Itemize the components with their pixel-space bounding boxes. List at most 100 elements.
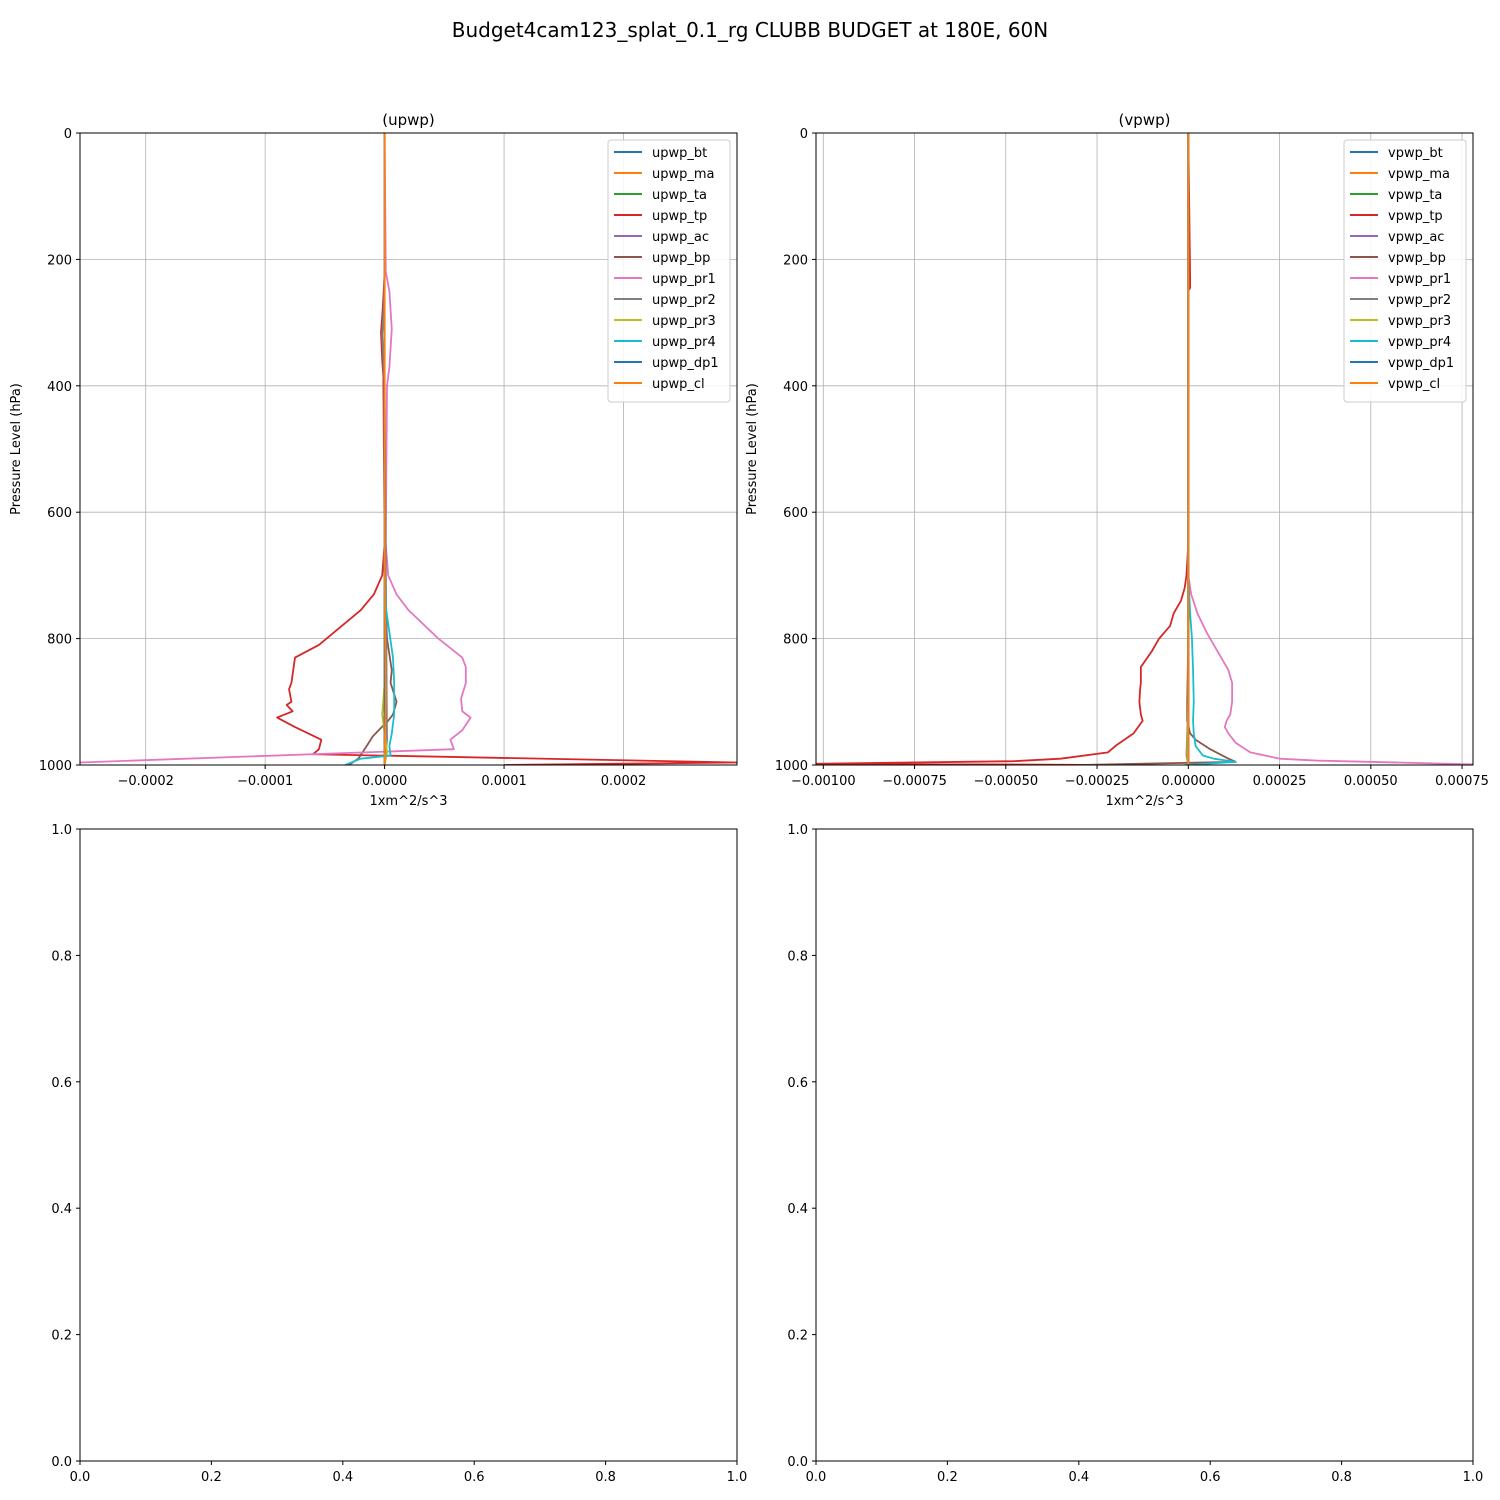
legend-entry-label: upwp_pr2 [652,293,716,308]
x-tick-label: −0.0002 [118,774,174,789]
x-tick-label: 0.0002 [601,774,647,789]
legend-entry-label: upwp_ta [652,188,707,203]
y-tick-label: 1000 [775,759,808,774]
y-tick-label: 800 [47,633,72,648]
legend-entry-label: vpwp_cl [1388,377,1440,392]
x-axis-label: 1xm^2/s^3 [1105,794,1183,809]
subplot-1: −0.0002 −0.0001 0.0000 0.0001 0.0002 0 200 400 6… [9,111,738,809]
figure-suptitle: Budget4cam123_splat_0.1_rg CLUBB BUDGET … [452,18,1048,42]
legend-entry-label: vpwp_pr1 [1388,272,1451,287]
x-tick-label: 0.6 [464,1470,485,1485]
x-tick-label: 0.00050 [1344,774,1398,789]
legend-entry-label: vpwp_ac [1388,230,1444,245]
series-line-vpwp_pr1 [1187,133,1473,765]
x-tick-label: 0.2 [937,1470,958,1485]
legend-entry-label: vpwp_ta [1388,188,1442,203]
y-tick-label: 0.4 [51,1202,72,1217]
y-tick-label: 0.8 [787,949,808,964]
y-axis-label: Pressure Level (hPa) [745,383,760,515]
x-axis-label: 1xm^2/s^3 [369,794,447,809]
x-tick-label: 0.4 [1068,1470,1089,1485]
panel-title: (upwp) [382,111,435,129]
y-tick-label: 0.6 [787,1076,808,1091]
legend-entry-label: vpwp_pr2 [1388,293,1451,308]
subplot-4: 0.0 0.2 0.4 0.6 0.8 1.0 0.0 0.2 0.4 0.6 0.8 1.0 [787,823,1483,1485]
y-tick-label: 0.8 [51,949,72,964]
legend-entry-label: upwp_pr1 [652,272,716,287]
y-tick-label: 0.6 [51,1076,72,1091]
subplot-grid: −0.0002 −0.0001 0.0000 0.0001 0.0002 0 200 400 6… [9,111,1489,1485]
x-tick-label: −0.0001 [237,774,293,789]
x-tick-label: 0.0001 [481,774,527,789]
y-tick-label: 0.4 [787,1202,808,1217]
y-tick-label: 0.2 [787,1329,808,1344]
x-tick-label: 1.0 [1463,1470,1484,1485]
y-tick-label: 0 [800,127,808,142]
legend-entry-label: vpwp_pr3 [1388,314,1451,329]
legend-entry-label: upwp_cl [652,377,705,392]
y-tick-label: 600 [47,506,72,521]
legend-entry-label: upwp_ma [652,167,715,182]
series-group [816,133,1473,765]
y-tick-label: 0.0 [51,1455,72,1470]
x-tick-label: 0.00025 [1253,774,1307,789]
x-tick-label: 0.4 [332,1470,353,1485]
y-tick-label: 0.2 [51,1329,72,1344]
series-line-upwp_tp [276,133,737,765]
series-group [80,133,737,765]
legend-entry-label: vpwp_bp [1388,251,1446,266]
subplot-3: 0.0 0.2 0.4 0.6 0.8 1.0 0.0 0.2 0.4 0.6 0.8 1.0 [51,823,747,1485]
x-tick-label: 0.8 [1331,1470,1352,1485]
legend-entry-label: upwp_ac [652,230,709,245]
y-tick-label: 1.0 [787,823,808,838]
legend-entry-label: upwp_bt [652,146,707,161]
y-tick-label: 1000 [39,759,72,774]
legend-box [1343,139,1467,403]
y-tick-label: 0 [64,127,72,142]
x-tick-label: 0.6 [1200,1470,1221,1485]
legend-entry-label: upwp_bp [652,251,710,266]
legend-box [607,139,731,403]
legend-entry-label: vpwp_pr4 [1388,335,1451,350]
series-line-vpwp_pr4 [1184,133,1237,765]
y-tick-label: 200 [47,253,72,268]
legend-entry-label: upwp_pr4 [652,335,716,350]
axes-frame [815,828,1474,1462]
legend-entry-label: vpwp_ma [1388,167,1450,182]
x-tick-label: −0.00025 [1065,774,1130,789]
x-tick-label: 0.2 [201,1470,222,1485]
y-tick-label: 600 [783,506,808,521]
x-tick-label: 0.0 [806,1470,827,1485]
axes-frame [815,132,1474,766]
legend-entry-label: upwp_tp [652,209,707,224]
legend: upwp_bt upwp_ma upwp_ta upwp_tp upwp_ac upwp_… [607,139,731,403]
legend-entry-label: vpwp_dp1 [1388,356,1454,371]
y-axis-label: Pressure Level (hPa) [9,383,24,515]
y-tick-label: 200 [783,253,808,268]
x-tick-label: 0.0 [70,1470,91,1485]
y-tick-label: 1.0 [51,823,72,838]
x-tick-label: 0.00075 [1435,774,1489,789]
axes-frame [79,828,738,1462]
y-tick-label: 400 [783,380,808,395]
legend-entry-label: upwp_pr3 [652,314,716,329]
panel-title: (vpwp) [1119,111,1171,129]
x-tick-label: 0.8 [595,1470,616,1485]
series-line-upwp_pr1 [80,133,472,764]
legend-entry-label: vpwp_bt [1388,146,1443,161]
y-tick-label: 0.0 [787,1455,808,1470]
y-tick-label: 400 [47,380,72,395]
x-tick-label: 0.00000 [1161,774,1215,789]
x-tick-label: −0.00100 [791,774,856,789]
subplot-2: −0.00100 −0.00075 −0.00050 −0.00025 0.00000 0… [745,111,1489,809]
legend: vpwp_bt vpwp_ma vpwp_ta vpwp_tp vpwp_ac vpwp_… [1343,139,1467,403]
axes-frame [79,132,738,766]
series-line-upwp_cl [383,133,387,765]
x-tick-label: 1.0 [727,1470,748,1485]
x-tick-label: 0.0000 [362,774,408,789]
legend-entry-label: vpwp_tp [1388,209,1443,224]
legend-entry-label: upwp_dp1 [652,356,719,371]
y-tick-label: 800 [783,633,808,648]
